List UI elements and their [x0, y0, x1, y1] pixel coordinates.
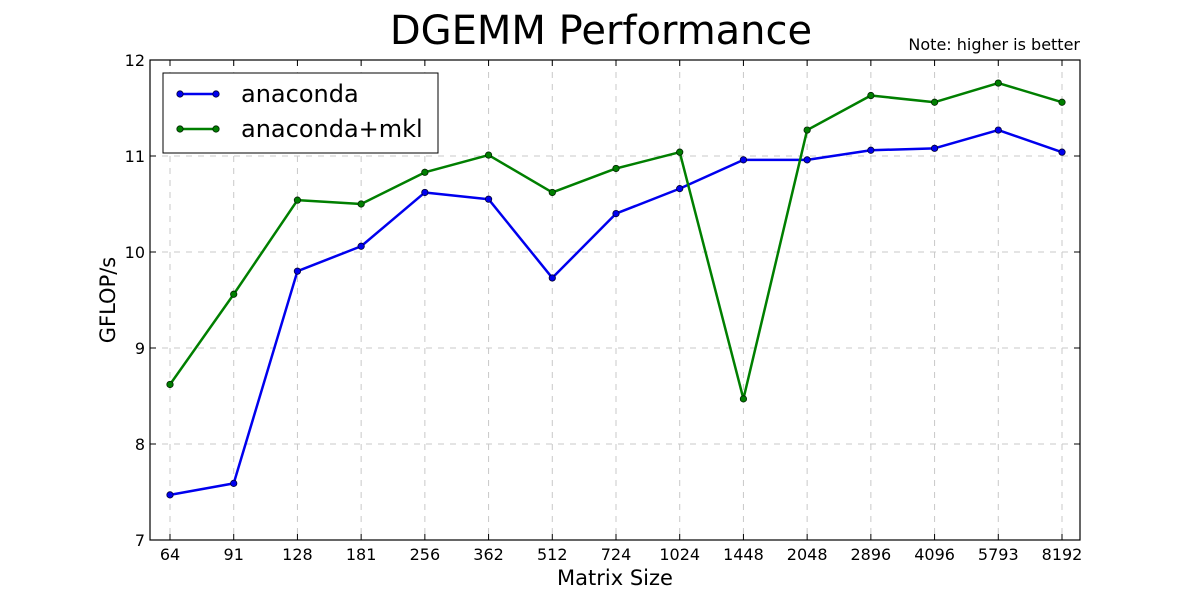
data-point-anaconda [739, 156, 748, 164]
data-point-anaconda [293, 267, 302, 275]
data-point-anaconda [803, 156, 811, 164]
y-tick-label: 7 [135, 531, 145, 550]
chart-note: Note: higher is better [908, 35, 1080, 54]
data-point-anaconda [166, 491, 174, 499]
legend-marker-anaconda [176, 90, 184, 98]
data-point-anaconda-mkl [867, 91, 875, 100]
data-point-anaconda-mkl [166, 380, 174, 389]
grid-lines [150, 60, 1080, 540]
legend-marker-anaconda-mkl [176, 125, 184, 133]
x-tick-label: 1024 [659, 545, 700, 564]
data-point-anaconda-mkl [421, 168, 429, 176]
x-tick-label: 1448 [723, 545, 764, 564]
y-tick-label: 11 [125, 147, 145, 166]
data-point-anaconda-mkl [994, 79, 1002, 87]
x-tick-label: 362 [473, 545, 504, 564]
y-tick-label: 9 [135, 339, 145, 358]
data-point-anaconda-mkl [1058, 98, 1066, 106]
data-point-anaconda [357, 242, 365, 250]
legend-marker-anaconda [212, 90, 220, 98]
legend-box [162, 72, 439, 154]
plot-area-frame [149, 59, 1081, 541]
x-tick-label: 2896 [850, 545, 891, 564]
x-tick-label: 724 [601, 545, 632, 564]
x-tick-label: 5793 [978, 545, 1019, 564]
x-tick-label: 256 [410, 545, 441, 564]
x-tick-label: 91 [224, 545, 244, 564]
data-point-anaconda [1058, 148, 1066, 156]
data-point-anaconda [484, 195, 493, 203]
y-axis-label: GFLOP/s [96, 257, 120, 344]
data-point-anaconda-mkl [612, 164, 620, 173]
x-tick-label: 181 [346, 545, 377, 564]
y-tick-label: 8 [135, 435, 145, 454]
chart-title: DGEMM Performance [390, 8, 812, 54]
data-point-anaconda-mkl [484, 151, 493, 159]
data-point-anaconda-mkl [803, 126, 811, 134]
data-point-anaconda-mkl [230, 290, 238, 298]
data-point-anaconda-mkl [293, 196, 302, 204]
legend: anaconda anaconda+mkl [162, 72, 439, 154]
legend-label-anaconda: anaconda [241, 80, 359, 108]
x-tick-label: 128 [282, 545, 313, 564]
legend-marker-anaconda-mkl [212, 125, 220, 133]
data-point-anaconda-mkl [676, 148, 684, 156]
data-point-anaconda [930, 144, 939, 152]
data-point-anaconda [421, 188, 429, 197]
data-point-anaconda-mkl [357, 200, 365, 208]
x-tick-label: 512 [537, 545, 568, 564]
data-point-anaconda [676, 185, 684, 193]
legend-label-anaconda-mkl: anaconda+mkl [241, 115, 423, 143]
data-point-anaconda-mkl [739, 395, 748, 403]
y-tick-label: 12 [125, 51, 145, 70]
y-tick-label: 10 [125, 243, 145, 262]
x-axis-label: Matrix Size [557, 566, 673, 590]
data-point-anaconda [230, 479, 238, 487]
x-tick-label: 2048 [787, 545, 828, 564]
data-point-anaconda-mkl [930, 98, 939, 106]
x-tick-label: 8192 [1042, 545, 1083, 564]
axis-ticks: 64 91 128 181 256 362 512 724 1024 1448 2048 2896 40… [125, 51, 1083, 564]
x-tick-label: 4096 [914, 545, 955, 564]
data-point-anaconda [548, 274, 556, 282]
data-point-anaconda [612, 210, 620, 218]
data-point-anaconda [994, 126, 1002, 134]
x-tick-label: 64 [160, 545, 180, 564]
data-point-anaconda [867, 146, 875, 154]
data-point-anaconda-mkl [548, 188, 556, 197]
series-lines [166, 79, 1066, 499]
